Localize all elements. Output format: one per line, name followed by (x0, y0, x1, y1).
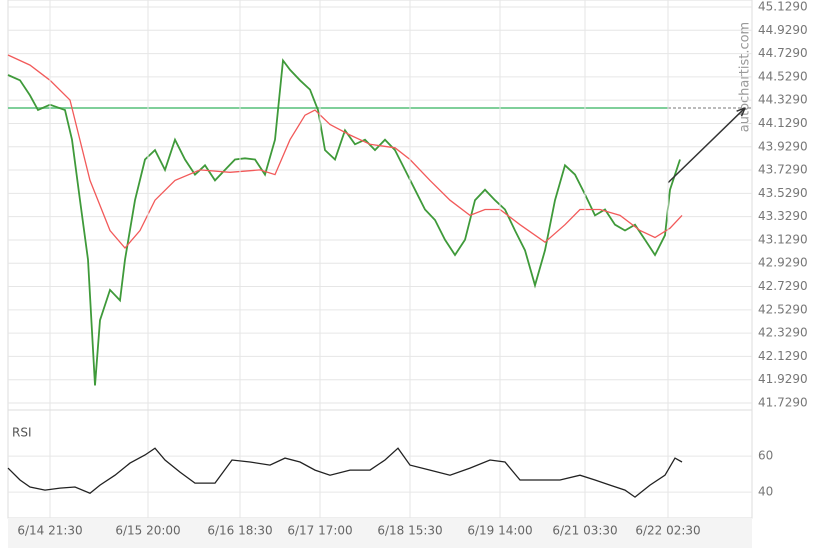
x-axis-band (8, 518, 752, 548)
y-tick-label: 43.1290 (758, 232, 808, 246)
y-tick-label: 40 (758, 485, 773, 499)
y-tick-label: 44.5290 (758, 69, 808, 83)
y-tick-label: 41.9290 (758, 372, 808, 386)
y-tick-label: 42.9290 (758, 256, 808, 270)
arrow-head (736, 107, 746, 117)
plot-frame (7, 0, 753, 519)
y-tick-label: 42.7290 (758, 279, 808, 293)
x-tick-label: 6/21 03:30 (552, 524, 617, 538)
series-line (7, 58, 681, 386)
y-tick-label: 44.9290 (758, 23, 808, 37)
series-line (7, 447, 683, 498)
x-tick-label: 6/19 14:00 (467, 524, 532, 538)
y-tick-label: 43.5290 (758, 186, 808, 200)
y-tick-label: 44.3290 (758, 93, 808, 107)
x-tick-label: 6/18 15:30 (377, 524, 442, 538)
panel-title: RSI (12, 426, 32, 440)
y-tick-label: 42.3290 (758, 326, 808, 340)
series-line (7, 54, 683, 249)
y-tick-label: 42.5290 (758, 302, 808, 316)
x-tick-label: 6/22 02:30 (635, 524, 700, 538)
y-tick-label: 60 (758, 449, 773, 463)
x-tick-label: 6/14 21:30 (17, 524, 82, 538)
y-tick-label: 43.7290 (758, 163, 808, 177)
x-tick-label: 6/15 20:00 (115, 524, 180, 538)
y-tick-label: 45.1290 (758, 0, 808, 13)
y-tick-label: 44.1290 (758, 116, 808, 130)
x-tick-label: 6/17 17:00 (287, 524, 352, 538)
y-tick-label: 44.7290 (758, 46, 808, 60)
y-tick-label: 41.7290 (758, 396, 808, 410)
y-tick-label: 43.9290 (758, 139, 808, 153)
y-tick-label: 43.3290 (758, 209, 808, 223)
y-tick-label: 42.1290 (758, 349, 808, 363)
x-tick-label: 6/16 18:30 (207, 524, 272, 538)
forecast-arrow (667, 107, 746, 184)
